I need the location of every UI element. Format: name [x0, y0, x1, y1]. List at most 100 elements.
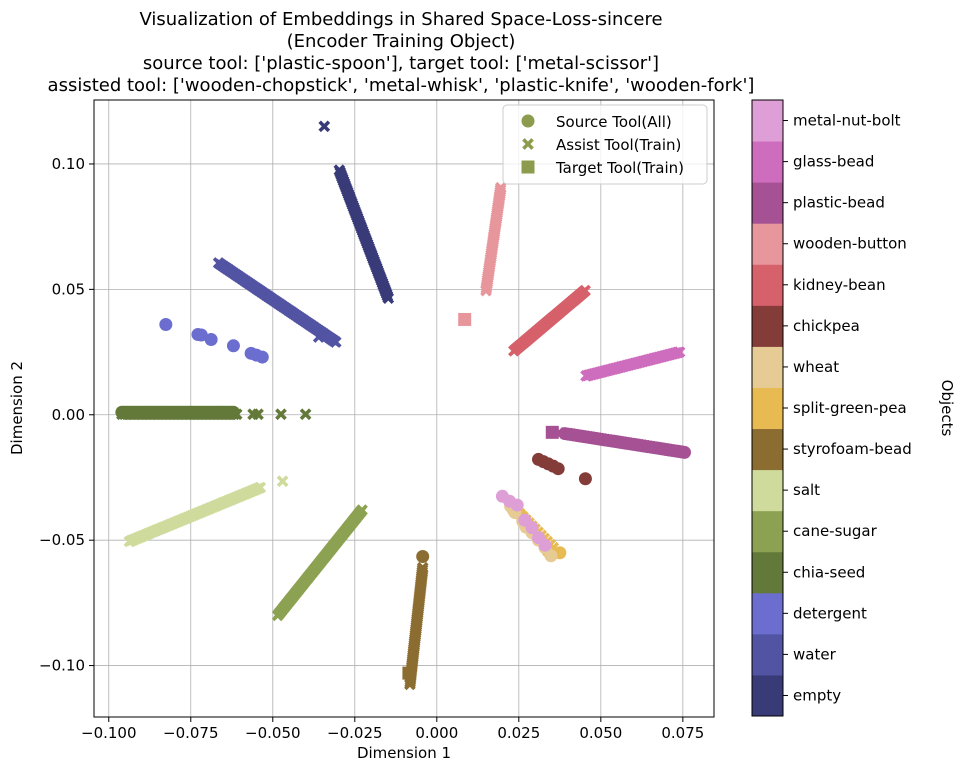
series-glass-bead: [580, 346, 686, 382]
assist-point: [329, 336, 342, 348]
title-line-2: (Encoder Training Object): [287, 31, 516, 52]
colorbar-swatch: [752, 182, 783, 224]
colorbar-swatch: [752, 100, 783, 142]
series-chickpea: [531, 452, 592, 486]
x-axis-ticks: −0.100 −0.075 −0.050 −0.025 0.000 0.025 0.050 0…: [81, 717, 704, 742]
colorbar-category-label: cane-sugar: [793, 522, 878, 540]
colorbar-category-label: styrofoam-bead: [793, 440, 912, 458]
x-tick-label: 0.000: [415, 724, 458, 742]
assist-point: [494, 181, 507, 194]
colorbar-category-label: empty: [793, 686, 841, 704]
assist-point: [230, 408, 243, 421]
source-point: [525, 521, 539, 535]
legend-label-source: Source Tool(All): [556, 113, 672, 131]
x-axis-label: Dimension 1: [357, 744, 451, 762]
y-axis-label: Dimension 2: [8, 361, 26, 455]
series-wooden-button: [458, 181, 507, 326]
x-tick-label: −0.075: [163, 724, 219, 742]
x-tick-label: −0.025: [327, 724, 383, 742]
colorbar-category-label: wooden-button: [793, 235, 907, 253]
colorbar-label: Objects: [938, 380, 956, 437]
colorbar-swatch: [752, 592, 783, 635]
colorbar-category-label: wheat: [793, 358, 839, 376]
source-point: [255, 350, 269, 364]
assist-point: [252, 408, 264, 421]
colorbar-swatch: [752, 633, 783, 676]
colorbar-swatch: [752, 305, 783, 347]
colorbar-swatch: [752, 141, 783, 183]
colorbar-swatch: [752, 510, 783, 553]
title-line-1: Visualization of Embeddings in Shared Sp…: [139, 9, 662, 30]
legend-box: [502, 104, 708, 185]
source-point: [578, 472, 592, 486]
plot-frame: [93, 99, 715, 718]
x-tick-label: 0.050: [579, 724, 622, 742]
legend-markers: [521, 114, 535, 174]
series-cane-sugar: [271, 504, 368, 622]
series-salt: [123, 475, 289, 548]
source-point: [544, 549, 558, 563]
assist-point: [579, 284, 591, 297]
series-water: [212, 257, 342, 348]
chart-title: Visualization of Embeddings in Shared Sp…: [48, 9, 755, 96]
source-point: [510, 498, 524, 512]
x-tick-label: −0.050: [245, 724, 301, 742]
series-chia-seed: [115, 405, 312, 421]
colorbar-category-label: plastic-bead: [793, 194, 885, 212]
assist-point: [673, 346, 686, 358]
series-plastic-bead: [545, 425, 691, 459]
scatter-points: [115, 120, 691, 691]
target-point: [458, 312, 472, 326]
colorbar-category-label: split-green-pea: [793, 399, 907, 417]
series-empty: [318, 120, 395, 304]
y-tick-label: −0.10: [39, 657, 85, 675]
title-line-4: assisted tool: ['wooden-chopstick', 'met…: [48, 75, 755, 96]
colorbar-category-label: chia-seed: [793, 563, 865, 581]
colorbar-swatch: [752, 469, 783, 512]
x-tick-label: 0.025: [497, 724, 540, 742]
colorbar-category-label: glass-bead: [793, 153, 874, 171]
legend-marker-square: [521, 160, 535, 174]
colorbar-category-label: water: [793, 645, 837, 663]
legend-label-assist: Assist Tool(Train): [556, 136, 681, 154]
y-tick-label: 0.05: [52, 280, 85, 298]
series-kidney-bean: [508, 284, 591, 357]
assist-point: [673, 445, 686, 457]
colorbar-category-label: salt: [793, 481, 820, 499]
colorbar: empty water detergent chia-seed cane-sugar sa…: [752, 100, 912, 717]
colorbar-category-label: metal-nut-bolt: [793, 112, 901, 130]
legend: Source Tool(All) Assist Tool(Train) Targ…: [502, 104, 708, 185]
legend-marker-x: [522, 138, 534, 150]
y-tick-label: 0.10: [52, 155, 85, 173]
legend-marker-circle: [521, 114, 535, 128]
colorbar-swatch: [752, 551, 783, 594]
assist-point: [356, 504, 368, 516]
colorbar-swatch: [752, 387, 783, 430]
source-point: [538, 538, 552, 552]
source-point: [551, 462, 565, 476]
colorbar-swatch: [752, 264, 783, 306]
colorbar-category-label: detergent: [793, 604, 867, 622]
assist-point: [254, 481, 267, 494]
source-point: [194, 328, 208, 342]
source-point: [159, 317, 173, 331]
target-point: [402, 666, 416, 680]
source-point: [204, 333, 218, 347]
colorbar-swatch: [752, 346, 783, 388]
assist-point: [318, 120, 331, 133]
series-detergent: [159, 317, 269, 364]
assist-point: [382, 292, 395, 304]
y-tick-label: −0.05: [39, 531, 85, 549]
y-tick-label: 0.00: [52, 406, 85, 424]
source-point: [226, 339, 240, 353]
colorbar-category-label: kidney-bean: [793, 276, 886, 294]
assist-point: [275, 408, 287, 421]
assist-point: [299, 408, 312, 421]
series-styrofoam-bead: [402, 549, 430, 691]
colorbar-swatch: [752, 674, 783, 717]
assist-point: [276, 475, 289, 488]
target-point: [545, 425, 559, 439]
